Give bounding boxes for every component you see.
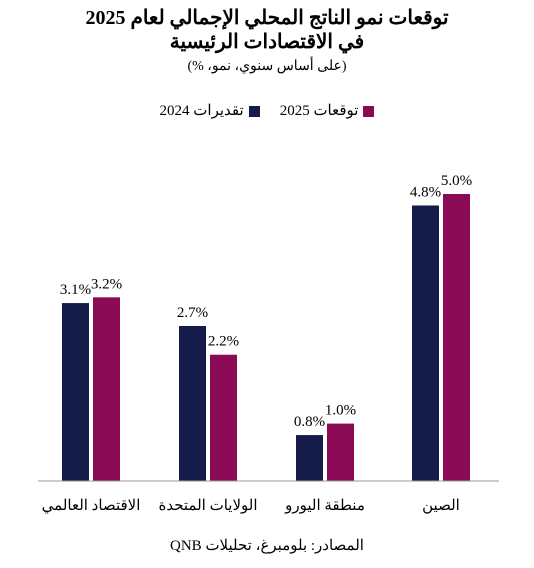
- value-label-0-1: 3.2%: [91, 276, 122, 292]
- legend-label-2024: تقديرات 2024: [159, 103, 244, 119]
- value-label-0-0: 3.1%: [60, 282, 91, 298]
- bar-2-0: [296, 435, 323, 481]
- value-label-3-1: 5.0%: [441, 173, 472, 189]
- bar-1-0: [179, 326, 206, 481]
- legend-item-2025: توقعات 2025: [280, 102, 375, 120]
- value-label-1-0: 2.7%: [177, 305, 208, 321]
- bar-1-1: [210, 354, 237, 481]
- legend-swatch-2024: [248, 105, 260, 117]
- bar-0-0: [62, 303, 89, 481]
- chart-title-line1: توقعات نمو الناتج المحلي الإجمالي لعام 2…: [85, 7, 449, 29]
- legend-item-2024: تقديرات 2024: [160, 102, 260, 120]
- legend-swatch-2025: [363, 105, 375, 117]
- bar-3-0: [412, 205, 439, 482]
- chart-title-line2: في الاقتصادات الرئيسية: [169, 31, 365, 53]
- category-label-3: الصين: [422, 498, 460, 514]
- category-label-1: الولايات المتحدة: [158, 498, 257, 514]
- bar-2-1: [327, 423, 354, 481]
- chart-legend: توقعات 2025 تقديرات 2024: [0, 102, 534, 120]
- value-label-2-0: 0.8%: [294, 414, 325, 430]
- source-note: المصادر: بلومبرغ، تحليلات QNB: [170, 538, 364, 554]
- bar-3-1: [443, 194, 470, 481]
- value-label-1-1: 2.2%: [208, 334, 239, 350]
- category-label-2: منطقة اليورو: [284, 498, 365, 514]
- chart-subtitle: (على أساس سنوي، نمو، %): [187, 59, 347, 74]
- value-label-3-0: 4.8%: [410, 184, 441, 200]
- legend-label-2025: توقعات 2025: [279, 103, 359, 119]
- chart-title: توقعات نمو الناتج المحلي الإجمالي لعام 2…: [0, 6, 534, 54]
- value-label-2-1: 1.0%: [325, 403, 356, 419]
- bar-0-1: [93, 297, 120, 481]
- category-label-0: الاقتصاد العالمي: [42, 498, 141, 514]
